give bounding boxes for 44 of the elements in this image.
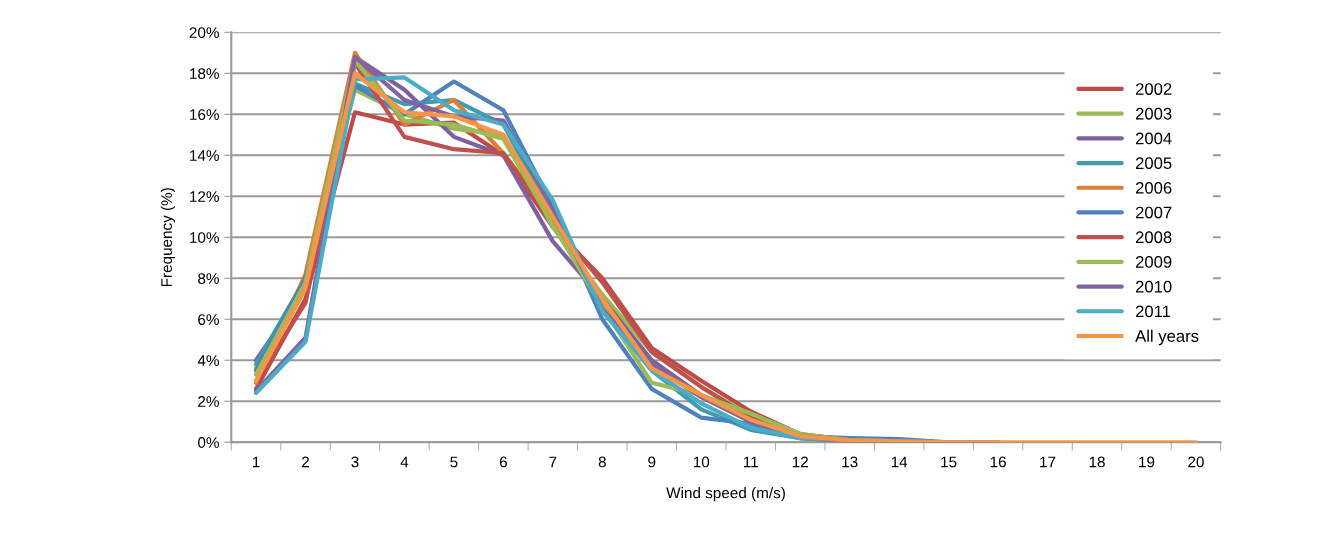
y-tick-label: 20% [189,27,219,39]
y-tick-label: 18% [190,68,219,80]
x-tick-label: 13 [842,456,858,468]
legend-label: 2010 [1135,280,1172,293]
x-axis-title: Wind speed (m/s) [666,487,785,502]
y-tick-label: 16% [190,109,219,120]
y-tick-label: 0% [198,437,219,448]
legend-label: All years [1135,329,1199,346]
legend-label: 2009 [1135,256,1172,268]
x-tick-label: 1 [252,456,260,468]
x-tick-label: 3 [351,456,359,468]
x-tick-label: 10 [693,456,710,468]
legend-label: 2004 [1135,132,1172,145]
x-tick-label: 19 [1139,456,1155,468]
y-tick-label: 12% [190,191,219,202]
x-tick-label: 12 [792,456,808,468]
legend-label: 2011 [1135,305,1171,318]
legend-label: 2008 [1135,231,1172,244]
x-tick-label: 11 [743,456,758,468]
x-tick-label: 2 [302,456,309,468]
x-tick-label: 6 [499,456,507,468]
legend-label: 2003 [1135,107,1172,120]
x-tick-label: 16 [990,456,1006,468]
x-tick-label: 7 [549,456,557,468]
legend-label: 2005 [1135,157,1172,170]
x-tick-label: 18 [1089,456,1105,468]
y-tick-label: 6% [198,314,219,325]
x-tick-label: 20 [1188,456,1204,468]
x-tick-label: 8 [598,456,606,468]
x-tick-label: 4 [400,456,409,468]
legend-label: 2007 [1135,206,1172,219]
y-tick-label: 2% [198,396,219,407]
legend-label: 2002 [1135,83,1172,95]
x-tick-label: 15 [941,456,957,468]
y-tick-label: 10% [190,232,219,243]
x-tick-label: 17 [1040,456,1056,468]
y-tick-label: 8% [198,273,219,284]
x-tick-label: 14 [891,456,908,468]
y-axis-title: Frequency (%) [160,188,176,287]
y-tick-label: 14% [190,150,219,161]
legend-label: 2006 [1135,181,1172,194]
y-tick-label: 4% [197,355,219,366]
x-tick-label: 9 [648,456,656,468]
x-tick-label: 5 [450,456,458,468]
